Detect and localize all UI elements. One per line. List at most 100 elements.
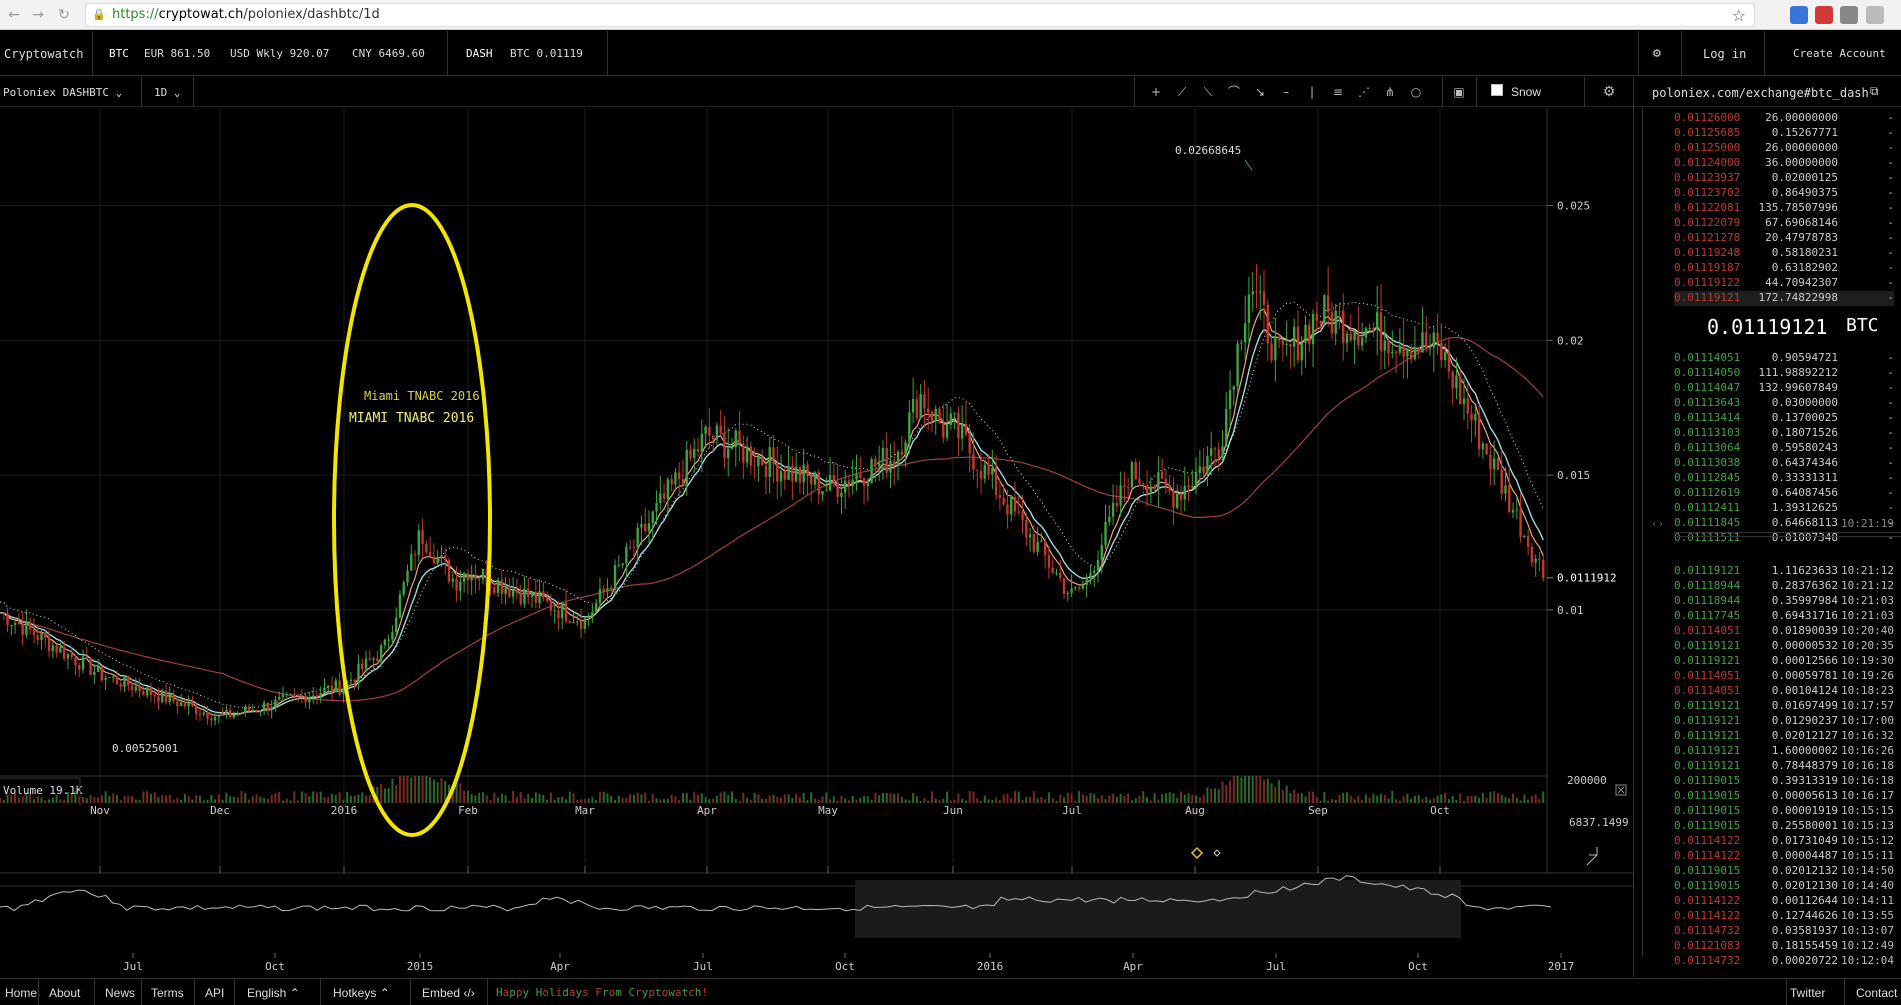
bid-row[interactable]: 0.01113643 0.03000000 -	[1674, 396, 1894, 411]
line-tool-icon[interactable]: ⟋	[1177, 85, 1187, 99]
bid-row[interactable]: 0.01112619 0.64087456 -	[1674, 486, 1894, 501]
ask-row[interactable]: 0.01121278 20.47978783 -	[1674, 231, 1894, 246]
trade-row[interactable]: 0.01119121 1.11623633 10:21:12	[1674, 564, 1894, 579]
chart-area[interactable]: 0.02668645 0.00525001 Volume 19.1K 0.025 0…	[0, 108, 1633, 978]
menu-icon[interactable]	[1866, 6, 1884, 24]
screenshot-icon[interactable]: ▣	[1453, 85, 1465, 99]
trade-row[interactable]: 0.01119121 0.00000532 10:20:35	[1674, 639, 1894, 654]
trade-row[interactable]: 0.01119015 0.02012130 10:14:40	[1674, 879, 1894, 894]
footer-home[interactable]: Home	[5, 986, 38, 1000]
pitchfork-tool-icon[interactable]: ⋔	[1384, 85, 1396, 99]
circle-tool-icon[interactable]: ○	[1410, 85, 1422, 99]
ask-row[interactable]: 0.01119122 44.70942307 -	[1674, 276, 1894, 291]
ticker-eur[interactable]: EUR 861.50	[144, 47, 211, 60]
bid-row[interactable]: 0.01114050 111.98892212 -	[1674, 366, 1894, 381]
ask-row[interactable]: 0.01122081 135.78507996 -	[1674, 201, 1894, 216]
bid-row[interactable]: 0.01114047 132.99607849 -	[1674, 381, 1894, 396]
fib-tool-icon[interactable]: ≡	[1332, 85, 1344, 99]
market-selector[interactable]: Poloniex DASHBTC ⌄	[3, 86, 123, 99]
footer-news[interactable]: News	[105, 986, 136, 1000]
login-link[interactable]: Log in	[1703, 47, 1747, 61]
trade-row[interactable]: 0.01119015 0.02012132 10:14:50	[1674, 864, 1894, 879]
ask-row[interactable]: 0.01122079 67.69068146 -	[1674, 216, 1894, 231]
ask-row[interactable]: 0.01119248 0.58180231 -	[1674, 246, 1894, 261]
trade-row[interactable]: 0.01119121 1.60000002 10:16:26	[1674, 744, 1894, 759]
orderbook-link[interactable]: poloniex.com/exchange#btc_dash	[1652, 86, 1869, 100]
trade-row[interactable]: 0.01114122 0.00004487 10:15:11	[1674, 849, 1894, 864]
extension-icon[interactable]	[1840, 6, 1858, 24]
settings-toggle-icon[interactable]: ⚙	[1652, 47, 1662, 60]
horizontal-line-icon[interactable]: –	[1283, 85, 1289, 99]
extension-icon[interactable]	[1815, 6, 1833, 24]
bid-row[interactable]: 0.01114051 0.90594721 -	[1674, 351, 1894, 366]
vertical-line-icon[interactable]: |	[1309, 85, 1315, 99]
footer-about[interactable]: About	[49, 986, 81, 1000]
bid-row[interactable]: 0.01113038 0.64374346 -	[1674, 456, 1894, 471]
forward-icon[interactable]: →	[32, 7, 44, 23]
brand-logo[interactable]: Cryptowatch	[4, 47, 84, 61]
ask-row[interactable]: 0.01123702 0.86490375 -	[1674, 186, 1894, 201]
address-bar[interactable]: 🔒 https://cryptowat.ch/poloniex/dashbtc/…	[85, 3, 1755, 27]
bid-row[interactable]: 0.01112845 0.33331311 -	[1674, 471, 1894, 486]
period-selector[interactable]: 1D ⌄	[154, 86, 181, 99]
hotkeys-menu[interactable]: Hotkeys ⌃	[333, 986, 390, 1000]
bid-row[interactable]: 0.01112411 1.39312625 -	[1674, 501, 1894, 516]
ticker-usd[interactable]: USD Wkly 920.07	[230, 47, 330, 60]
trade-row[interactable]: 0.01119015 0.00005613 10:16:17	[1674, 789, 1894, 804]
trade-row[interactable]: 0.01119121 0.01697499 10:17:57	[1674, 699, 1894, 714]
fan-tool-icon[interactable]: ⋰	[1358, 85, 1370, 99]
ticker-cny[interactable]: CNY 6469.60	[352, 47, 425, 60]
external-link-icon[interactable]: ⧉	[1870, 84, 1879, 98]
ask-row[interactable]: 0.01125000 26.00000000 -	[1674, 141, 1894, 156]
ask-row[interactable]: 0.01125685 0.15267771 -	[1674, 126, 1894, 141]
ask-row[interactable]: 0.01123937 0.02000125 -	[1674, 171, 1894, 186]
bid-row[interactable]: 0.01111511 0.01007348 -	[1674, 531, 1894, 546]
crosshair-tool-icon[interactable]: +	[1150, 85, 1162, 99]
create-account-link[interactable]: Create Account	[1793, 47, 1886, 60]
footer-terms[interactable]: Terms	[151, 986, 184, 1000]
ticker-dash-btc[interactable]: BTC 0.01119	[510, 47, 583, 60]
language-selector[interactable]: English ⌃	[247, 986, 300, 1000]
trade-row[interactable]: 0.01114122 0.00112644 10:14:11	[1674, 894, 1894, 909]
trade-row[interactable]: 0.01117745 0.69431716 10:21:03	[1674, 609, 1894, 624]
bid-row[interactable]: 0.01113103 0.18071526 -	[1674, 426, 1894, 441]
back-icon[interactable]: ←	[8, 7, 20, 23]
settings-gear-icon[interactable]: ⚙	[1602, 84, 1616, 100]
trade-row[interactable]: 0.01114051 0.00059781 10:19:26	[1674, 669, 1894, 684]
extension-icon[interactable]	[1790, 6, 1808, 24]
ask-row[interactable]: 0.01119121 172.74822998 -	[1674, 291, 1894, 306]
ticker-btc-label[interactable]: BTC	[109, 47, 129, 60]
ask-row[interactable]: 0.01126000 26.00000000 -	[1674, 111, 1894, 126]
ticker-dash-label[interactable]: DASH	[466, 47, 493, 60]
trade-row[interactable]: 0.01114732 0.03581937 10:13:07	[1674, 924, 1894, 939]
embed-link[interactable]: Embed ‹/›	[422, 986, 475, 1000]
trade-row[interactable]: 0.01114732 0.00020722 10:12:04	[1674, 954, 1894, 969]
footer-api[interactable]: API	[205, 986, 225, 1000]
snow-checkbox[interactable]	[1491, 84, 1503, 96]
trade-row[interactable]: 0.01119015 0.25580001 10:15:13	[1674, 819, 1894, 834]
trade-row[interactable]: 0.01119121 0.02012127 10:16:32	[1674, 729, 1894, 744]
ask-row[interactable]: 0.01119187 0.63182902 -	[1674, 261, 1894, 276]
arrow-tool-icon[interactable]: ↘	[1254, 85, 1266, 99]
bid-row[interactable]: 0.01111845 0.64668113 -	[1674, 516, 1894, 531]
bookmark-star-icon[interactable]: ☆	[1731, 6, 1746, 25]
trade-row[interactable]: 0.01119015 0.39313319 10:16:18	[1674, 774, 1894, 789]
trade-row[interactable]: 0.01118944 0.35997984 10:21:03	[1674, 594, 1894, 609]
bid-row[interactable]: 0.01113414 0.13700025 -	[1674, 411, 1894, 426]
arc-tool-icon[interactable]: ⌒	[1227, 85, 1240, 99]
trade-row[interactable]: 0.01114122 0.12744626 10:13:55	[1674, 909, 1894, 924]
trade-row[interactable]: 0.01114051 0.00104124 10:18:23	[1674, 684, 1894, 699]
trade-row[interactable]: 0.01114051 0.01890039 10:20:40	[1674, 624, 1894, 639]
trade-row[interactable]: 0.01121083 0.18155459 10:12:49	[1674, 939, 1894, 954]
footer-twitter[interactable]: Twitter	[1790, 986, 1826, 1000]
trade-row[interactable]: 0.01119015 0.00001919 10:15:15	[1674, 804, 1894, 819]
footer-contact[interactable]: Contact	[1856, 986, 1898, 1000]
reload-icon[interactable]: ↻	[58, 7, 70, 23]
trade-row[interactable]: 0.01119121 0.78448379 10:16:18	[1674, 759, 1894, 774]
trade-row[interactable]: 0.01119121 0.01290237 10:17:00	[1674, 714, 1894, 729]
ray-tool-icon[interactable]: ⟍	[1203, 85, 1213, 99]
bid-row[interactable]: 0.01113064 0.59580243 -	[1674, 441, 1894, 456]
ask-row[interactable]: 0.01124000 36.00000000 -	[1674, 156, 1894, 171]
trade-row[interactable]: 0.01118944 0.28376362 10:21:12	[1674, 579, 1894, 594]
